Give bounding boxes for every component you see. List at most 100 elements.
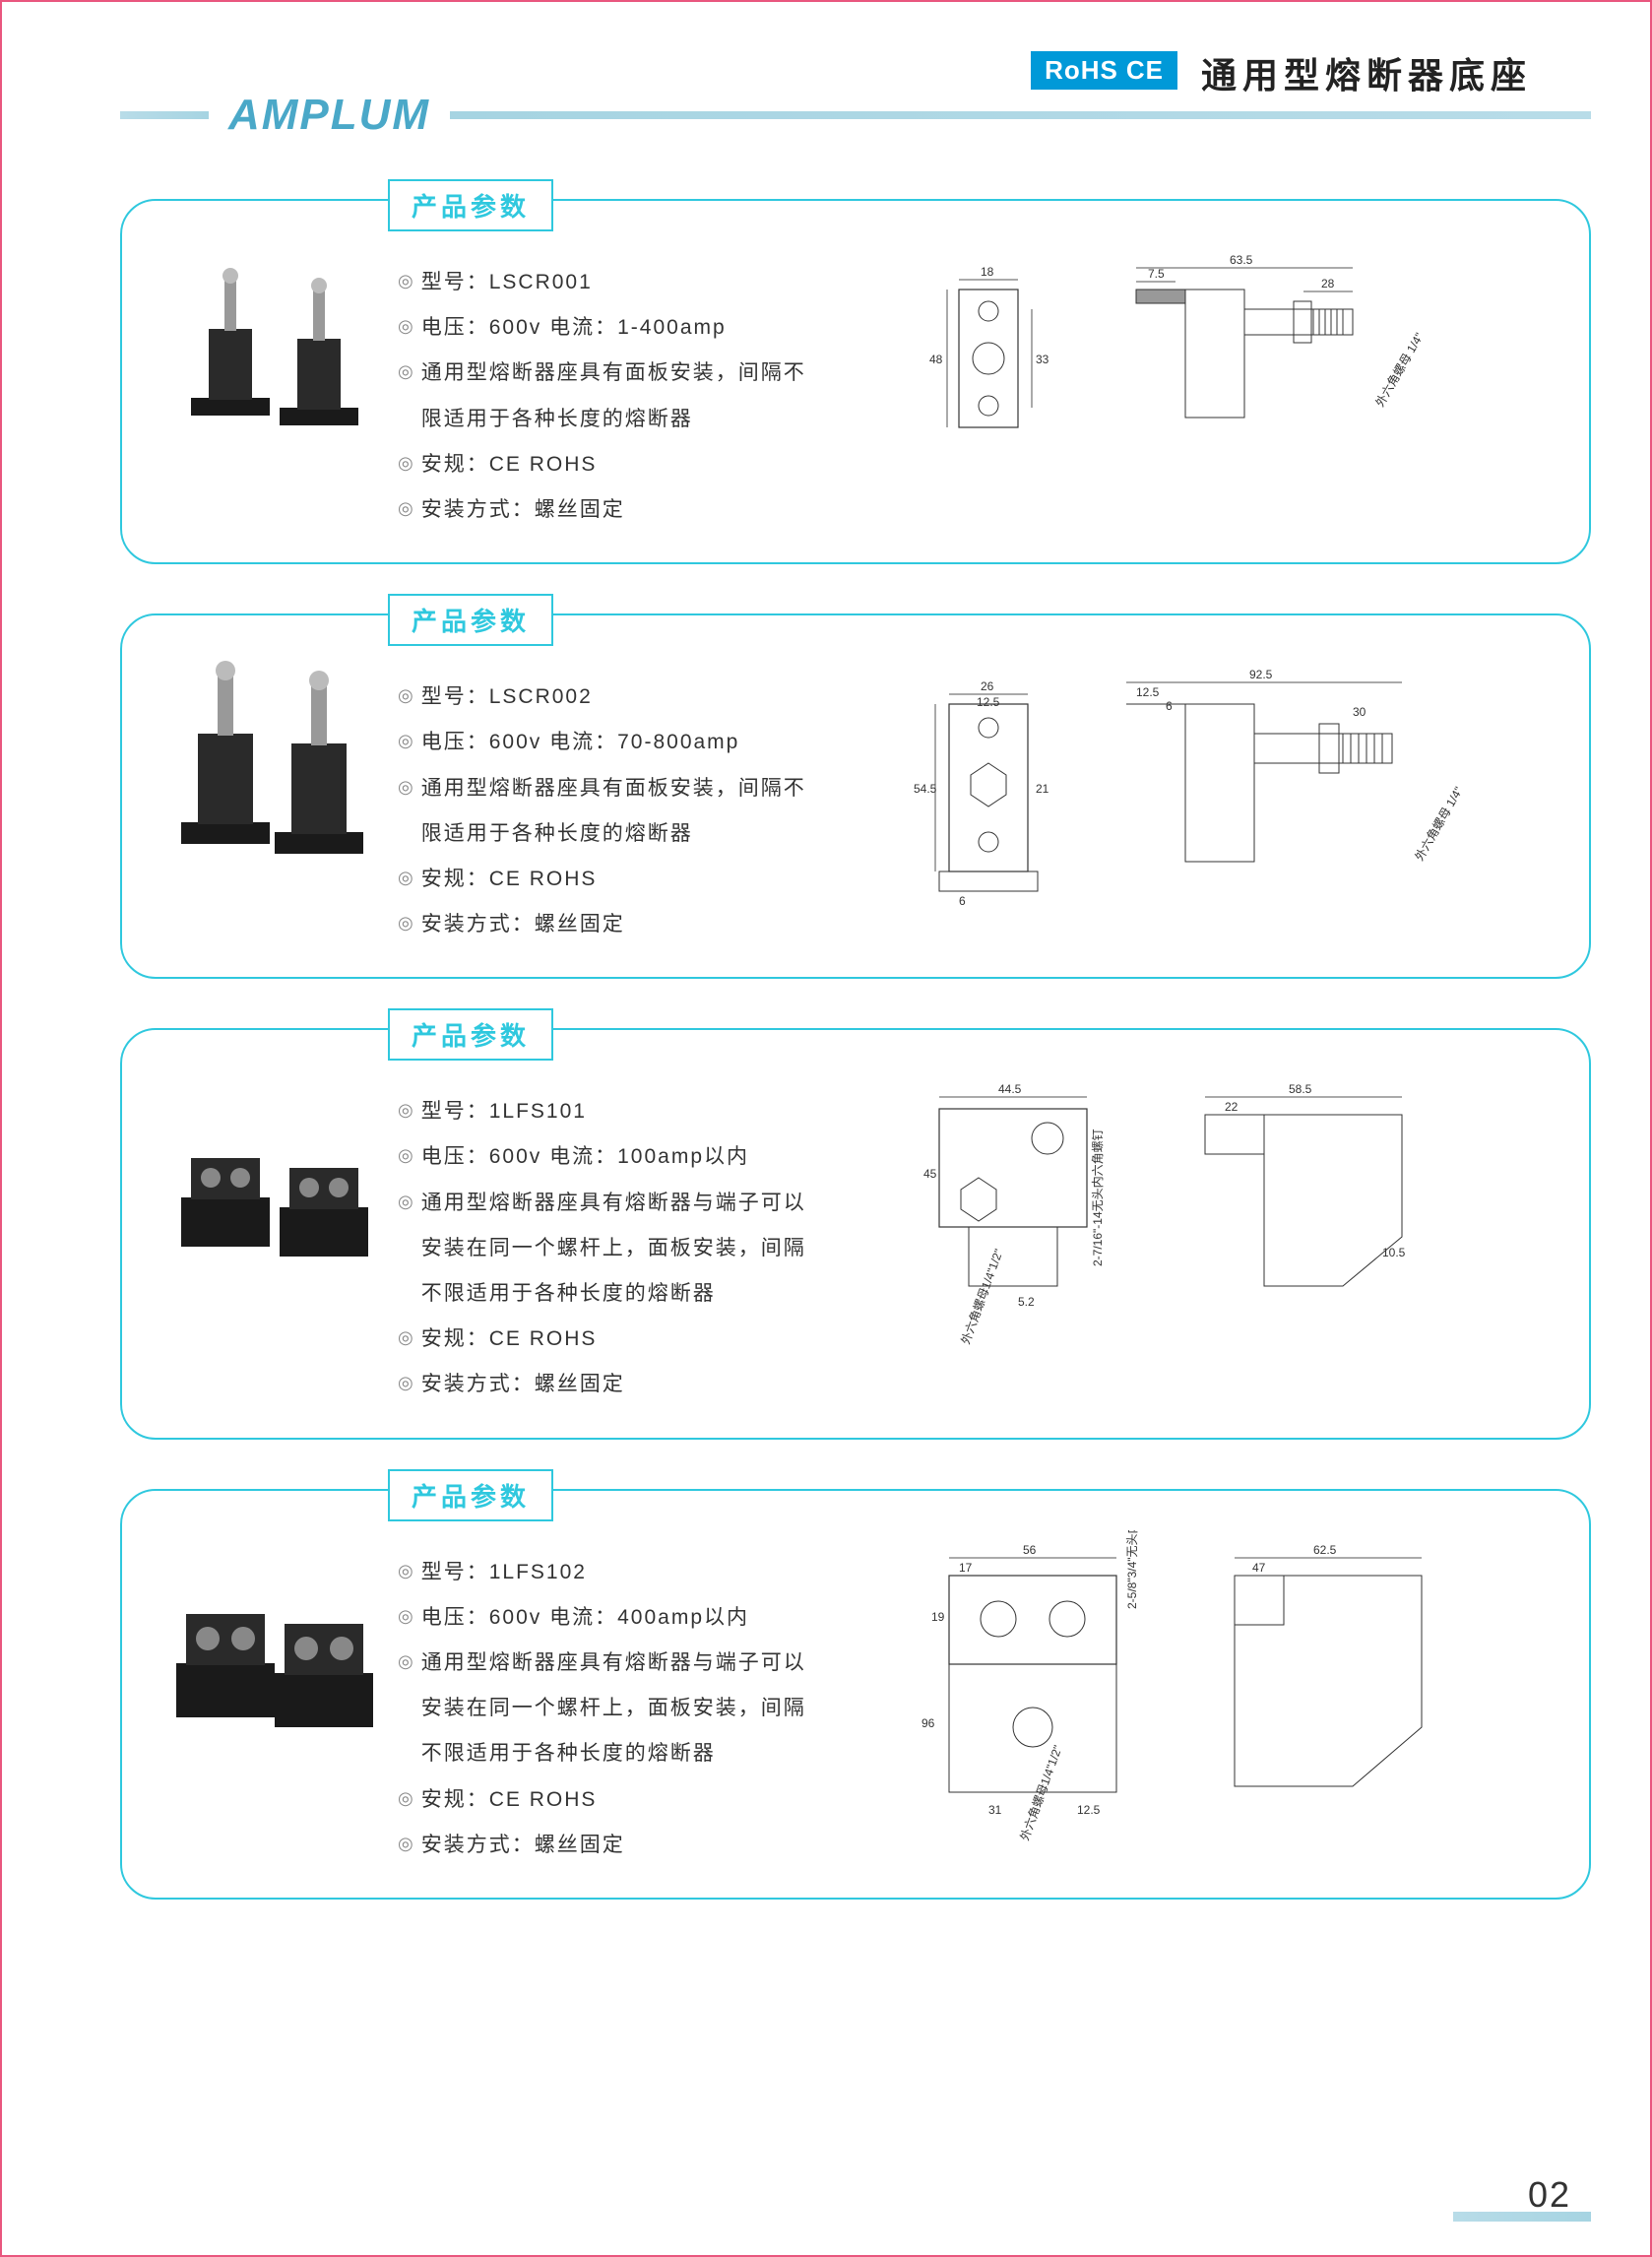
technical-diagram: 26 12.5 54.5 21 6 92.5 12.5 6	[821, 645, 1550, 931]
spec-value: CE ROHS	[489, 453, 598, 476]
svg-text:外六角螺母1/4"1/2": 外六角螺母1/4"1/2"	[959, 1248, 1006, 1347]
model-value: 1LFS102	[489, 1561, 587, 1583]
current-label: 电流：	[549, 1606, 617, 1629]
svg-text:12.5: 12.5	[1077, 1803, 1101, 1817]
svg-text:92.5: 92.5	[1249, 668, 1273, 681]
brand-logo: AMPLUM	[228, 91, 430, 140]
box-label: 产品参数	[388, 594, 553, 646]
svg-text:96: 96	[921, 1716, 935, 1730]
mount-label: 安装方式：	[421, 498, 535, 521]
spec-list: ◎型号：LSCR001 ◎电压：600v 电流：1-400amp ◎通用型熔断器…	[398, 230, 821, 533]
desc-text: 通用型熔断器座具有面板安装，间隔不限适用于各种长度的熔断器	[421, 351, 821, 441]
page-header: AMPLUM RoHS CE 通用型熔断器底座	[120, 91, 1591, 140]
model-value: 1LFS101	[489, 1100, 587, 1123]
svg-text:10.5: 10.5	[1382, 1246, 1406, 1259]
page-title: 通用型熔断器底座	[1201, 47, 1532, 98]
product-photo	[152, 1540, 388, 1737]
mount-label: 安装方式：	[421, 1834, 535, 1856]
header-bar-right	[450, 111, 1591, 119]
svg-text:47: 47	[1252, 1561, 1266, 1575]
box-label: 产品参数	[388, 1008, 553, 1061]
page-number: 02	[1528, 2174, 1571, 2216]
product-card-1lfs101: 产品参数 ◎型号：1LFS101 ◎电压：600v 电流：100amp	[120, 1028, 1591, 1439]
svg-text:6: 6	[1166, 699, 1173, 713]
technical-diagram: 18 48 33 63.5 7.5	[821, 230, 1550, 477]
model-label: 型号：	[421, 1561, 489, 1583]
box-label: 产品参数	[388, 179, 553, 231]
spec-value: CE ROHS	[489, 1788, 598, 1811]
product-photo	[152, 1079, 388, 1276]
product-card-lscr002: 产品参数 ◎型号：LSCR002 ◎电压：600v 电流：70-800	[120, 613, 1591, 979]
svg-text:外六角螺母 1/4": 外六角螺母 1/4"	[1412, 785, 1461, 864]
voltage-label: 电压：	[421, 1145, 489, 1168]
svg-text:21: 21	[1036, 782, 1049, 796]
svg-text:62.5: 62.5	[1313, 1543, 1337, 1557]
spec-label: 安规：	[421, 453, 489, 476]
mount-label: 安装方式：	[421, 913, 535, 935]
model-label: 型号：	[421, 271, 489, 293]
svg-text:12.5: 12.5	[1136, 685, 1160, 699]
current-label: 电流：	[549, 316, 617, 339]
current-value: 1-400amp	[617, 316, 727, 339]
current-value: 100amp以内	[617, 1145, 749, 1168]
svg-text:18: 18	[981, 265, 994, 279]
svg-text:45: 45	[923, 1167, 937, 1181]
spec-list: ◎型号：1LFS102 ◎电压：600v 电流：400amp以内 ◎通用型熔断器…	[398, 1520, 821, 1868]
spec-value: CE ROHS	[489, 1327, 598, 1350]
model-value: LSCR001	[489, 271, 593, 293]
model-label: 型号：	[421, 685, 489, 708]
product-card-1lfs102: 产品参数 ◎型号：1LFS102 ◎电压：600v 电流：400amp	[120, 1489, 1591, 1900]
spec-value: CE ROHS	[489, 868, 598, 890]
svg-text:2-7/16"-14无头内六角螺钉: 2-7/16"-14无头内六角螺钉	[1091, 1129, 1105, 1267]
svg-text:12.5: 12.5	[977, 695, 1000, 709]
technical-diagram: 44.5 45 5.2 外六角螺母1/4"1/2" 2-7/16"-14无头内六…	[821, 1060, 1550, 1365]
voltage-value: 600v	[489, 731, 542, 753]
svg-text:22: 22	[1225, 1100, 1239, 1114]
header-bar-left	[120, 111, 209, 119]
ce-text: CE	[1126, 55, 1164, 86]
voltage-label: 电压：	[421, 1606, 489, 1629]
desc-text: 通用型熔断器座具有熔断器与端子可以安装在同一个螺杆上，面板安装，间隔不限适用于各…	[421, 1181, 821, 1318]
voltage-value: 600v	[489, 1606, 542, 1629]
mount-value: 螺丝固定	[535, 913, 625, 935]
product-photo	[152, 665, 388, 862]
svg-text:56: 56	[1023, 1543, 1037, 1557]
svg-text:31: 31	[988, 1803, 1002, 1817]
svg-text:17: 17	[959, 1561, 973, 1575]
svg-text:6: 6	[959, 894, 966, 908]
spec-label: 安规：	[421, 1788, 489, 1811]
svg-text:44.5: 44.5	[998, 1082, 1022, 1096]
current-value: 70-800amp	[617, 731, 739, 753]
current-label: 电流：	[549, 731, 617, 753]
svg-text:48: 48	[929, 353, 943, 366]
desc-text: 通用型熔断器座具有熔断器与端子可以安装在同一个螺杆上，面板安装，间隔不限适用于各…	[421, 1641, 821, 1777]
svg-text:7.5: 7.5	[1148, 267, 1165, 281]
mount-value: 螺丝固定	[535, 1834, 625, 1856]
svg-text:5.2: 5.2	[1018, 1295, 1035, 1309]
current-value: 400amp以内	[617, 1606, 749, 1629]
product-card-lscr001: 产品参数 ◎型号：LSCR001 ◎电压：600v	[120, 199, 1591, 564]
mount-value: 螺丝固定	[535, 498, 625, 521]
svg-text:外六角螺母 1/4": 外六角螺母 1/4"	[1372, 331, 1426, 410]
spec-list: ◎型号：1LFS101 ◎电压：600v 电流：100amp以内 ◎通用型熔断器…	[398, 1060, 821, 1407]
spec-list: ◎型号：LSCR002 ◎电压：600v 电流：70-800amp ◎通用型熔断…	[398, 645, 821, 947]
current-label: 电流：	[549, 1145, 617, 1168]
voltage-value: 600v	[489, 316, 542, 339]
mount-label: 安装方式：	[421, 1373, 535, 1395]
product-photo	[152, 250, 388, 447]
svg-text:63.5: 63.5	[1230, 253, 1253, 267]
svg-text:54.5: 54.5	[914, 782, 937, 796]
spec-label: 安规：	[421, 868, 489, 890]
svg-text:2-5/8"3/4"无头内六角螺钉: 2-5/8"3/4"无头内六角螺钉	[1125, 1530, 1139, 1609]
box-label: 产品参数	[388, 1469, 553, 1521]
rohs-text: RoHS	[1045, 55, 1118, 86]
spec-label: 安规：	[421, 1327, 489, 1350]
desc-text: 通用型熔断器座具有面板安装，间隔不限适用于各种长度的熔断器	[421, 766, 821, 857]
svg-text:外六角螺母1/4"1/2": 外六角螺母1/4"1/2"	[1018, 1743, 1065, 1842]
technical-diagram: 56 17 19 96 31 12.5 外六角螺母1/4"1/2" 2-5/8"…	[821, 1520, 1550, 1845]
mount-value: 螺丝固定	[535, 1373, 625, 1395]
voltage-label: 电压：	[421, 731, 489, 753]
voltage-label: 电压：	[421, 316, 489, 339]
voltage-value: 600v	[489, 1145, 542, 1168]
svg-text:26: 26	[981, 679, 994, 693]
